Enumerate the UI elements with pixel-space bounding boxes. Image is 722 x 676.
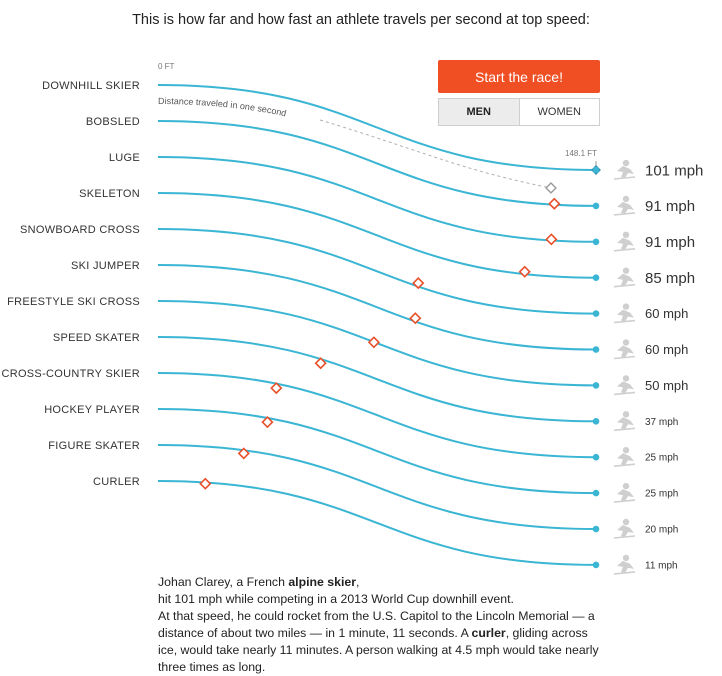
start-race-button[interactable]: Start the race! bbox=[438, 60, 600, 93]
finish-point bbox=[592, 382, 600, 389]
speed-label: 25 mph bbox=[645, 489, 678, 500]
distance-marker bbox=[261, 416, 274, 429]
women-tab[interactable]: WOMEN bbox=[519, 99, 599, 125]
snowboarder-icon bbox=[613, 303, 636, 324]
freestyle-skier-icon bbox=[613, 375, 636, 396]
caption-bold-curler: curler bbox=[471, 626, 506, 640]
athlete-label: LUGE bbox=[109, 152, 140, 164]
athlete-label: SNOWBOARD CROSS bbox=[20, 224, 140, 236]
distance-marker bbox=[367, 336, 380, 349]
finish-points bbox=[592, 166, 600, 569]
athlete-label: SPEED SKATER bbox=[53, 332, 140, 344]
distance-marker bbox=[409, 312, 422, 325]
finish-point bbox=[592, 418, 600, 425]
caption-line-3: At that speed, he could rocket from the … bbox=[158, 608, 608, 676]
caption-text: , gliding across ice, would take nearly … bbox=[158, 626, 599, 674]
distance-annotation-text: Distance traveled in one second bbox=[158, 96, 287, 118]
men-tab[interactable]: MEN bbox=[439, 99, 520, 125]
athlete-labels: DOWNHILL SKIER BOBSLED LUGE SKELETON SNOWBOA… bbox=[1, 80, 140, 488]
speed-label: 91 mph bbox=[645, 234, 695, 251]
speed-labels: 101 mph 91 mph 91 mph 85 mph 60 mph 60 mph 50 … bbox=[645, 162, 703, 571]
skeleton-icon bbox=[613, 267, 636, 288]
athlete-label: CROSS-COUNTRY SKIER bbox=[1, 368, 140, 380]
speed-label: 60 mph bbox=[645, 306, 688, 321]
finish-point bbox=[592, 346, 600, 353]
athlete-curve bbox=[157, 192, 597, 279]
athlete-label: CURLER bbox=[93, 476, 140, 488]
athlete-curve bbox=[157, 156, 597, 243]
finish-point bbox=[592, 274, 600, 282]
athlete-label: HOCKEY PLAYER bbox=[44, 404, 140, 416]
athlete-curve bbox=[157, 120, 597, 207]
speed-label: 85 mph bbox=[645, 270, 695, 287]
scale-end-label: 148.1 FT bbox=[565, 149, 597, 158]
athlete-curve bbox=[157, 84, 597, 171]
athlete-label: SKELETON bbox=[79, 188, 140, 200]
bobsled-icon bbox=[613, 195, 636, 216]
ghost-trail bbox=[319, 119, 552, 189]
finish-point bbox=[592, 238, 600, 246]
distance-marker bbox=[237, 447, 250, 460]
curler-icon bbox=[613, 554, 636, 575]
caption-line-2: hit 101 mph while competing in a 2013 Wo… bbox=[158, 592, 514, 606]
distance-marker bbox=[518, 265, 531, 278]
distance-marker bbox=[412, 277, 425, 290]
finish-point bbox=[592, 489, 600, 497]
speed-label: 25 mph bbox=[645, 453, 678, 464]
downhill-skier-icon bbox=[613, 159, 636, 180]
athlete-label: FIGURE SKATER bbox=[48, 440, 140, 452]
speed-label: 20 mph bbox=[645, 525, 678, 536]
caption: Johan Clarey, a French alpine skier, hit… bbox=[158, 574, 608, 676]
speed-label: 101 mph bbox=[645, 162, 703, 179]
athlete-curve bbox=[157, 264, 597, 351]
speed-label: 91 mph bbox=[645, 198, 695, 215]
athlete-curve bbox=[157, 372, 597, 459]
athlete-label: BOBSLED bbox=[86, 116, 140, 128]
finish-point bbox=[592, 561, 600, 569]
speed-label: 60 mph bbox=[645, 342, 688, 357]
ghost-marker bbox=[545, 182, 557, 194]
hockey-player-icon bbox=[613, 482, 636, 503]
finish-point bbox=[592, 453, 600, 461]
distance-marker bbox=[270, 382, 283, 395]
ski-jumper-icon bbox=[613, 339, 636, 360]
athlete-icons bbox=[613, 159, 636, 575]
distance-annotation: Distance traveled in one second bbox=[158, 96, 287, 118]
athlete-curves bbox=[157, 84, 597, 566]
scale-start-label: 0 FT bbox=[158, 62, 175, 71]
speed-label: 50 mph bbox=[645, 378, 688, 393]
speed-label: 37 mph bbox=[645, 417, 678, 428]
caption-text: , bbox=[356, 575, 360, 589]
figure-skater-icon bbox=[613, 518, 636, 539]
athlete-label: SKI JUMPER bbox=[71, 260, 140, 272]
distance-marker bbox=[199, 477, 212, 490]
caption-line-1: Johan Clarey, a French alpine skier, bbox=[158, 574, 608, 591]
distance-markers bbox=[199, 165, 601, 490]
distance-marker bbox=[314, 357, 327, 370]
athlete-curve bbox=[157, 336, 597, 423]
athlete-label: FREESTYLE SKI CROSS bbox=[7, 296, 140, 308]
finish-point bbox=[592, 525, 600, 533]
athlete-curve bbox=[157, 444, 597, 530]
cross-country-skier-icon bbox=[613, 447, 636, 467]
speed-skater-icon bbox=[613, 411, 636, 432]
gender-toggle: MEN WOMEN bbox=[438, 98, 600, 126]
athlete-label: DOWNHILL SKIER bbox=[42, 80, 140, 92]
headline: This is how far and how fast an athlete … bbox=[132, 12, 590, 28]
distance-marker bbox=[545, 233, 558, 246]
speed-label: 11 mph bbox=[645, 560, 678, 571]
caption-text: Johan Clarey, a French bbox=[158, 575, 289, 589]
finish-point bbox=[592, 202, 600, 210]
luge-icon bbox=[613, 231, 636, 252]
finish-point bbox=[592, 310, 600, 317]
athlete-curve bbox=[157, 408, 597, 495]
caption-text: At that speed, he could rocket from the … bbox=[158, 609, 595, 640]
athlete-curve bbox=[157, 228, 597, 315]
finish-point bbox=[592, 166, 600, 174]
caption-bold-alpine: alpine skier bbox=[288, 575, 356, 589]
distance-marker bbox=[548, 197, 561, 210]
athlete-curve bbox=[157, 480, 597, 566]
